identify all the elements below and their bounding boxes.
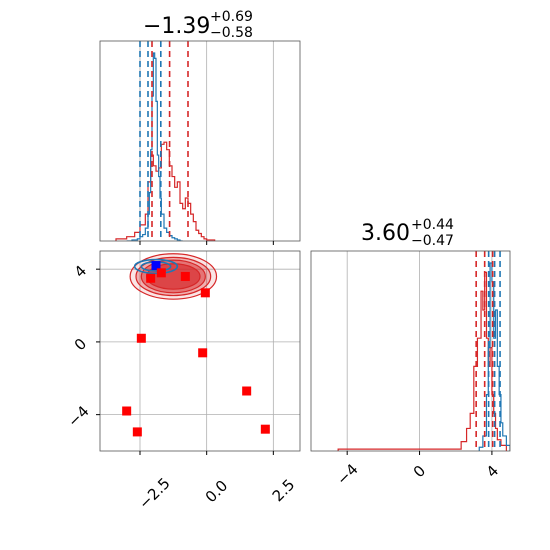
contour-level bbox=[133, 258, 179, 275]
scatter-point bbox=[132, 427, 142, 437]
joint-xtick-label: 2.5 bbox=[269, 476, 299, 506]
marginal-y-title-value: 3.60 bbox=[361, 221, 410, 246]
scatter-point bbox=[156, 268, 166, 278]
marginal-y-xtick-label: 4 bbox=[483, 462, 502, 481]
marginal-x-frame bbox=[99, 40, 301, 242]
marginal-y-xtick-label: 0 bbox=[410, 462, 429, 481]
marginal-y-quantile-lines bbox=[475, 251, 501, 451]
histogram-series bbox=[126, 52, 183, 241]
scatter-point bbox=[136, 333, 146, 343]
scatter-point bbox=[180, 271, 190, 281]
joint-xtick-label: −2.5 bbox=[135, 474, 173, 512]
joint-points bbox=[122, 261, 270, 437]
scatter-point bbox=[198, 348, 208, 358]
histogram-series bbox=[478, 262, 510, 451]
marginal-x-title-value: −1.39 bbox=[143, 14, 210, 39]
marginal-y-ticks bbox=[346, 451, 493, 455]
scatter-point bbox=[260, 424, 270, 434]
marginal-y-frame bbox=[310, 250, 511, 452]
marginal-x-histograms bbox=[115, 52, 216, 241]
scatter-point bbox=[200, 288, 210, 298]
joint-xtick-label: 0.0 bbox=[202, 477, 232, 507]
marginal-x-title-plus: +0.69 bbox=[210, 9, 253, 25]
marginal-y-title-minus: −0.47 bbox=[411, 233, 454, 249]
joint-ytick-label: 0 bbox=[71, 335, 90, 354]
marginal-x-quantile-lines bbox=[139, 41, 189, 241]
marginal-y-panel: −4 0 4 3.60 +0.44 −0.47 bbox=[310, 217, 511, 489]
marginal-x-panel: −1.39 +0.69 −0.58 bbox=[99, 9, 301, 245]
scatter-point bbox=[146, 273, 156, 283]
marginal-y-histograms bbox=[337, 262, 510, 451]
joint-ytick-label: 4 bbox=[71, 262, 90, 281]
joint-ytick-label: −4 bbox=[64, 402, 92, 430]
marginal-x-ticks bbox=[139, 241, 274, 245]
scatter-point bbox=[242, 386, 252, 396]
scatter-point bbox=[122, 406, 132, 416]
scatter-point bbox=[151, 261, 161, 271]
marginal-y-title-plus: +0.44 bbox=[411, 217, 454, 233]
joint-frame bbox=[99, 250, 301, 452]
histogram-series bbox=[115, 141, 216, 241]
marginal-x-title-minus: −0.58 bbox=[210, 25, 253, 41]
marginal-y-xtick-label: −4 bbox=[333, 460, 361, 488]
joint-panel: −2.5 0.0 2.5 −4 0 4 bbox=[64, 250, 301, 513]
histogram-series bbox=[337, 271, 507, 451]
joint-ticks bbox=[96, 268, 274, 455]
